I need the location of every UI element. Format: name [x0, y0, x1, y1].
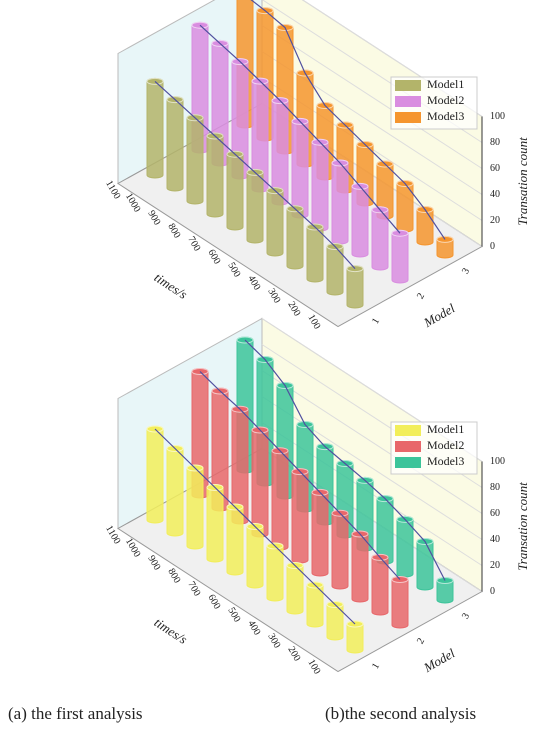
- x-axis-title: times/s: [152, 615, 190, 647]
- z-tick-label: 40: [490, 534, 500, 545]
- bar: [306, 581, 324, 628]
- trend-line: [250, 0, 446, 240]
- x-tick-label: 200: [285, 645, 302, 663]
- caption: (b)the second analysis: [325, 704, 476, 723]
- bar: [271, 447, 289, 551]
- x-tick-label: 600: [205, 593, 222, 611]
- bar: [311, 138, 329, 232]
- z-tick-label: 100: [490, 111, 505, 122]
- grid-line: [261, 25, 483, 169]
- legend-swatch: [395, 457, 421, 468]
- bar: [146, 425, 164, 524]
- trend-line: [199, 24, 401, 234]
- x-tick-label: 900: [145, 554, 162, 572]
- bar: [331, 509, 349, 590]
- bar: [326, 243, 344, 296]
- x-axis-title: times/s: [152, 270, 190, 302]
- legend-swatch: [395, 425, 421, 436]
- trend-line: [244, 339, 446, 581]
- model-tick-label: 2: [415, 636, 427, 646]
- bar: [246, 523, 264, 589]
- model-tick-label: 3: [460, 266, 472, 276]
- bar: [206, 132, 224, 218]
- legend-label: Model3: [427, 109, 464, 123]
- bar: [291, 468, 309, 564]
- bar: [376, 495, 394, 565]
- x-tick-label: 200: [285, 300, 302, 318]
- bar: [351, 530, 369, 603]
- z-tick-label: 0: [490, 586, 495, 597]
- bar: [286, 205, 304, 270]
- bar: [146, 77, 164, 179]
- z-tick-label: 60: [490, 163, 500, 174]
- bar: [331, 159, 349, 245]
- x-tick-label: 300: [265, 287, 282, 305]
- z-tick-label: 20: [490, 215, 500, 226]
- model-tick-label: 2: [415, 291, 427, 301]
- legend-label: Model2: [427, 438, 464, 452]
- bar: [391, 576, 409, 629]
- z-tick-label: 40: [490, 189, 500, 200]
- bar: [206, 484, 224, 563]
- legend-swatch: [395, 112, 421, 123]
- bar: [226, 503, 244, 576]
- legend-label: Model3: [427, 454, 464, 468]
- bar: [226, 150, 244, 231]
- z-tick-label: 80: [490, 482, 500, 493]
- grid-line: [261, 370, 483, 514]
- legend-swatch: [395, 80, 421, 91]
- model-tick-label: 3: [460, 611, 472, 621]
- x-tick-label: 100: [305, 313, 322, 331]
- bar: [166, 445, 184, 537]
- z-tick-label: 20: [490, 560, 500, 571]
- trend-line: [154, 428, 356, 625]
- bar: [291, 117, 309, 219]
- model-tick-label: 1: [370, 661, 382, 671]
- trend-line: [199, 371, 401, 580]
- z-tick-label: 100: [490, 456, 505, 467]
- z-axis-title: Transation count: [515, 482, 530, 571]
- x-tick-label: 400: [245, 274, 262, 292]
- bar: [311, 488, 329, 577]
- legend-swatch: [395, 96, 421, 107]
- bar: [186, 464, 204, 550]
- trend-line: [154, 80, 356, 270]
- bar: [396, 180, 414, 233]
- model-tick-label: 1: [370, 316, 382, 326]
- bar: [266, 187, 284, 257]
- bar: [351, 182, 369, 258]
- legend-swatch: [395, 441, 421, 452]
- model-axis-title: Model: [420, 300, 457, 330]
- x-tick-label: 700: [185, 580, 202, 598]
- x-tick-label: 800: [165, 567, 182, 585]
- bar: [166, 96, 184, 192]
- bar: [251, 426, 269, 538]
- x-tick-label: 100: [305, 658, 322, 676]
- grid-line: [261, 396, 483, 540]
- z-tick-label: 60: [490, 508, 500, 519]
- bar: [246, 168, 264, 244]
- legend-label: Model1: [427, 422, 464, 436]
- z-tick-label: 80: [490, 137, 500, 148]
- bar: [186, 114, 204, 205]
- caption: (a) the first analysis: [8, 704, 143, 723]
- x-tick-label: 500: [225, 261, 242, 279]
- x-tick-label: 300: [265, 632, 282, 650]
- x-tick-label: 900: [145, 209, 162, 227]
- bar: [391, 229, 409, 284]
- z-axis-title: Transation count: [515, 137, 530, 226]
- z-tick-label: 0: [490, 241, 495, 252]
- model-axis-title: Model: [420, 645, 457, 675]
- x-tick-label: 400: [245, 619, 262, 637]
- x-tick-label: 500: [225, 606, 242, 624]
- legend-label: Model2: [427, 93, 464, 107]
- bar: [416, 538, 434, 591]
- x-tick-label: 700: [185, 235, 202, 253]
- x-tick-label: 800: [165, 222, 182, 240]
- x-tick-label: 600: [205, 248, 222, 266]
- legend-label: Model1: [427, 77, 464, 91]
